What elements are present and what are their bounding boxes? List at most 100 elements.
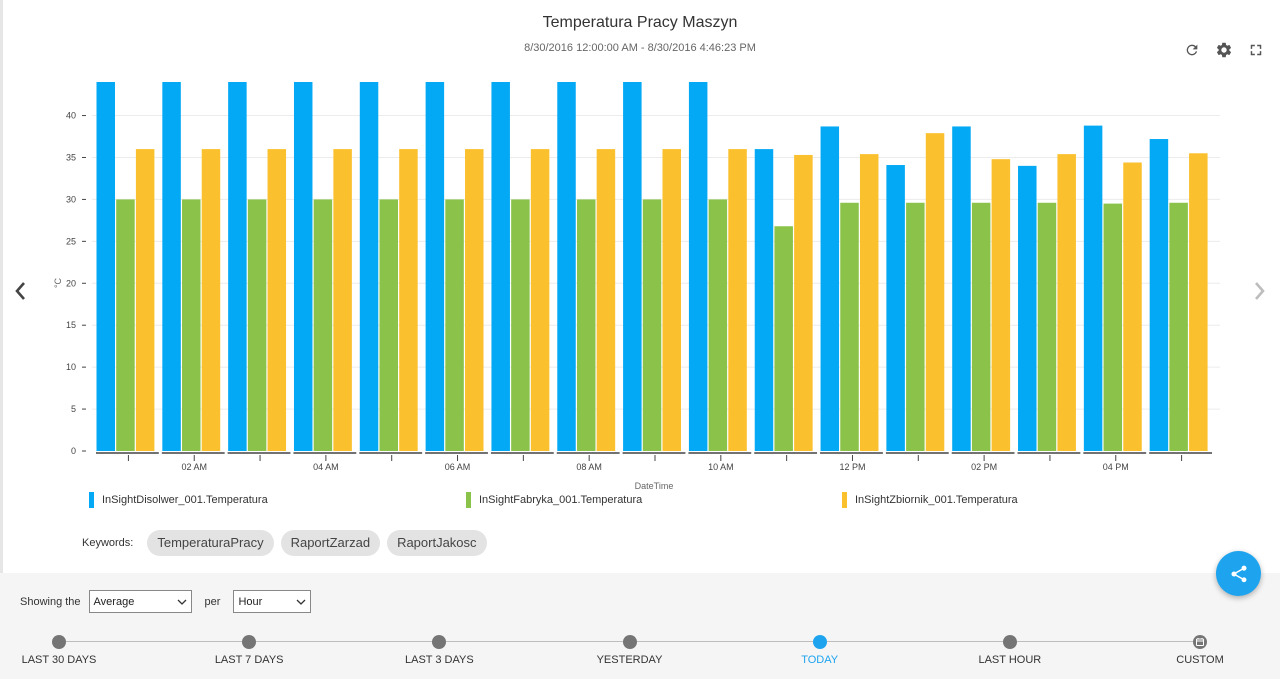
- timeline-label[interactable]: LAST 30 DAYS: [21, 654, 97, 666]
- legend-swatch: [466, 492, 471, 508]
- bar: [379, 199, 398, 451]
- chevron-down-icon: [296, 599, 306, 605]
- legend-item[interactable]: InSightFabryka_001.Temperatura: [466, 492, 642, 508]
- legend-swatch: [89, 492, 94, 508]
- bar: [228, 82, 247, 451]
- bar: [116, 199, 135, 451]
- bar: [162, 82, 181, 451]
- chevron-left-icon: [15, 282, 25, 300]
- bar: [201, 149, 221, 451]
- timeline-label[interactable]: LAST HOUR: [978, 654, 1042, 666]
- bar: [247, 199, 267, 451]
- keyword-chip[interactable]: RaportZarzad: [280, 530, 381, 556]
- bar: [859, 154, 879, 451]
- bar: [991, 159, 1011, 451]
- left-edge-border: [0, 0, 3, 679]
- bar: [267, 149, 287, 451]
- per-label: per: [204, 595, 221, 608]
- x-tick-label: 04 AM: [313, 462, 339, 472]
- aggregate-value: Average: [93, 595, 135, 608]
- bar: [623, 82, 642, 451]
- bar: [1037, 202, 1057, 451]
- bar: [971, 202, 991, 451]
- date-range: 8/30/2016 12:00:00 AM - 8/30/2016 4:46:2…: [524, 42, 756, 54]
- bar: [96, 82, 115, 451]
- x-tick-label: 02 PM: [971, 462, 997, 472]
- y-tick-label: 5: [71, 404, 76, 414]
- bar: [465, 149, 484, 451]
- keyword-chip[interactable]: TemperaturaPracy: [147, 530, 274, 556]
- bar: [1057, 154, 1076, 451]
- timeline-label[interactable]: CUSTOM: [1176, 654, 1224, 666]
- share-button[interactable]: [1216, 551, 1261, 596]
- bar: [491, 82, 510, 451]
- timeline-label[interactable]: LAST 7 DAYS: [214, 654, 284, 666]
- axes: 0 5 10 15 20 25 30 35 40 02 AM 04 AM 06 AM 08 AM 10 A…: [66, 111, 1212, 472]
- bar: [925, 133, 945, 452]
- legend-item[interactable]: InSightDisolwer_001.Temperatura: [89, 492, 268, 508]
- legend-label: InSightDisolwer_001.Temperatura: [102, 494, 268, 506]
- bar-chart: 0 5 10 15 20 25 30 35 40 02 AM 04 AM 06 AM 08 AM 10 A…: [53, 82, 1220, 491]
- bar: [642, 199, 662, 451]
- timeline-point[interactable]: [1193, 635, 1207, 649]
- interval-select[interactable]: Hour: [233, 590, 312, 613]
- timeline-point[interactable]: [52, 635, 66, 649]
- x-tick-label: 10 AM: [708, 462, 734, 472]
- bar: [1083, 125, 1103, 451]
- timeline-label[interactable]: LAST 3 DAYS: [404, 654, 474, 666]
- bar: [708, 199, 728, 451]
- x-tick-label: 08 AM: [576, 462, 602, 472]
- bar: [728, 149, 747, 451]
- previous-period-button[interactable]: [8, 278, 32, 304]
- bar: [576, 199, 596, 451]
- timeline-point[interactable]: [432, 635, 447, 649]
- bar: [688, 82, 708, 451]
- bars: [96, 82, 1208, 452]
- bar: [952, 126, 971, 451]
- x-tick-label: 06 AM: [445, 462, 471, 472]
- bar: [1123, 162, 1142, 451]
- timeline-label[interactable]: TODAY: [801, 654, 839, 666]
- bar: [1103, 203, 1123, 451]
- interval-value: Hour: [238, 595, 263, 608]
- gear-icon: [1216, 42, 1232, 58]
- timeline-label[interactable]: YESTERDAY: [596, 654, 663, 666]
- settings-button[interactable]: [1212, 38, 1236, 62]
- bar: [596, 149, 616, 451]
- bar: [820, 126, 840, 451]
- bar: [359, 82, 379, 451]
- y-tick-label: 0: [71, 446, 76, 456]
- share-icon: [1231, 565, 1247, 582]
- timeline-point[interactable]: [622, 635, 637, 649]
- chevron-down-icon: [177, 599, 187, 605]
- x-tick-label: 04 PM: [1103, 462, 1129, 472]
- bar: [774, 226, 793, 451]
- fullscreen-button[interactable]: [1244, 38, 1268, 62]
- bar: [886, 165, 905, 451]
- bar: [1018, 165, 1037, 451]
- timeline-point[interactable]: [812, 635, 827, 649]
- timeline-point[interactable]: [1002, 635, 1017, 649]
- keywords-label: Keywords:: [82, 537, 134, 549]
- bar: [1169, 202, 1188, 451]
- y-tick-label: 10: [66, 362, 76, 372]
- keyword-chip[interactable]: RaportJakosc: [387, 530, 487, 556]
- x-tick-label: 02 AM: [181, 462, 207, 472]
- bar: [906, 202, 925, 451]
- y-tick-label: 30: [66, 194, 76, 204]
- y-axis-label: °C: [53, 277, 63, 288]
- y-tick-label: 40: [66, 111, 76, 121]
- next-period-button[interactable]: [1248, 278, 1272, 304]
- bar: [182, 199, 201, 451]
- keywords-row: Keywords: TemperaturaPracy RaportZarzad …: [82, 530, 494, 556]
- legend-item[interactable]: InSightZbiornik_001.Temperatura: [842, 492, 1018, 508]
- bar: [557, 82, 576, 451]
- fullscreen-icon: [1250, 44, 1262, 56]
- aggregate-select[interactable]: Average: [88, 590, 192, 613]
- timeline-point[interactable]: [242, 635, 257, 649]
- x-axis-label: DateTime: [635, 481, 674, 491]
- bar: [293, 82, 313, 451]
- y-tick-label: 35: [66, 152, 76, 162]
- bar: [754, 149, 774, 451]
- chart-title: Temperatura Pracy Maszyn: [542, 14, 738, 31]
